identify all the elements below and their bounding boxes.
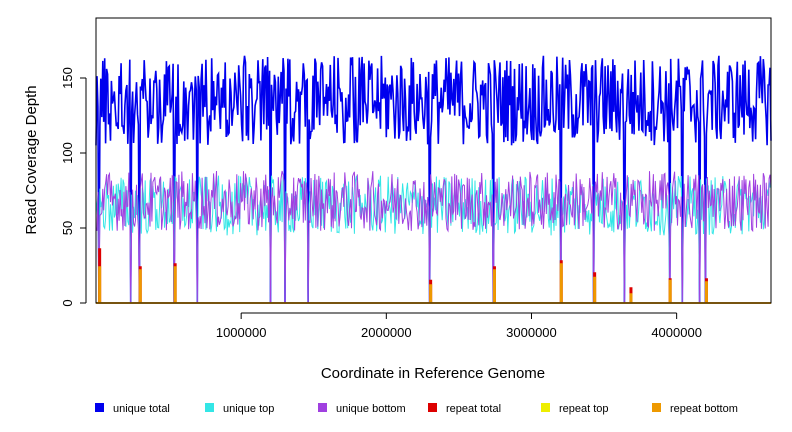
- x-tick-label: 3000000: [506, 325, 557, 340]
- legend-label: repeat bottom: [670, 403, 738, 415]
- legend-label: unique total: [113, 403, 170, 415]
- legend-label: repeat top: [559, 403, 609, 415]
- legend-swatch: [318, 403, 327, 412]
- legend: unique total unique top unique bottom repea…: [95, 403, 738, 415]
- series-layer: [95, 55, 772, 304]
- legend-swatch: [95, 403, 104, 412]
- series-unique-bottom-line: [95, 170, 772, 304]
- legend-swatch: [652, 403, 661, 412]
- legend-label: unique top: [223, 403, 274, 415]
- x-tick-label: 2000000: [361, 325, 412, 340]
- y-tick-label: 50: [60, 221, 75, 235]
- x-axis: 1000000 2000000 3000000 4000000: [216, 312, 702, 340]
- legend-swatch: [205, 403, 214, 412]
- series-unique-total-line: [95, 55, 772, 304]
- x-tick-label: 4000000: [651, 325, 702, 340]
- y-tick-label: 100: [60, 142, 75, 164]
- y-axis: 0 50 100 150: [60, 67, 87, 307]
- legend-swatch: [428, 403, 437, 412]
- y-tick-label: 150: [60, 67, 75, 89]
- y-axis-label: Read Coverage Depth: [23, 85, 40, 234]
- legend-swatch: [541, 403, 550, 412]
- x-axis-label: Coordinate in Reference Genome: [321, 365, 545, 382]
- legend-label: unique bottom: [336, 403, 406, 415]
- legend-label: repeat total: [446, 403, 501, 415]
- x-tick-label: 1000000: [216, 325, 267, 340]
- plot-frame: [95, 17, 772, 304]
- y-tick-label: 0: [60, 299, 75, 306]
